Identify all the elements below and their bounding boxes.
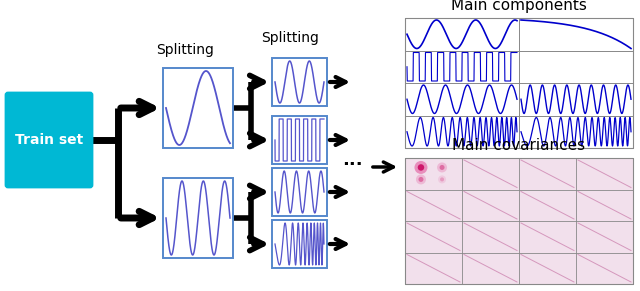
Text: Splitting: Splitting — [156, 43, 214, 57]
Circle shape — [418, 164, 424, 171]
Circle shape — [440, 165, 445, 170]
FancyBboxPatch shape — [163, 178, 233, 258]
Circle shape — [419, 177, 424, 182]
Circle shape — [416, 174, 426, 184]
FancyBboxPatch shape — [272, 116, 327, 164]
Circle shape — [437, 162, 447, 173]
FancyBboxPatch shape — [272, 58, 327, 106]
Text: Main components: Main components — [451, 0, 587, 13]
FancyBboxPatch shape — [405, 18, 633, 148]
Circle shape — [415, 161, 428, 174]
FancyBboxPatch shape — [272, 168, 327, 216]
FancyBboxPatch shape — [163, 68, 233, 148]
FancyBboxPatch shape — [405, 158, 633, 284]
FancyBboxPatch shape — [6, 93, 92, 187]
FancyBboxPatch shape — [272, 220, 327, 268]
Text: Train set: Train set — [15, 133, 83, 147]
Text: ...: ... — [342, 151, 362, 169]
Text: Splitting: Splitting — [261, 31, 319, 45]
Text: Main covariances: Main covariances — [452, 138, 586, 153]
Circle shape — [438, 175, 446, 183]
Circle shape — [440, 178, 444, 181]
